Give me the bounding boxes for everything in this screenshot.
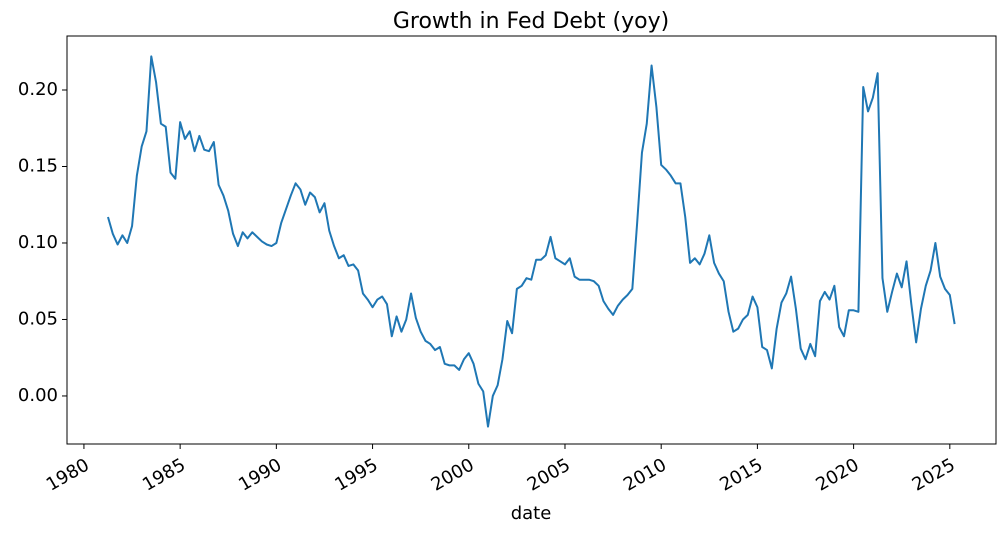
chart-title: Growth in Fed Debt (yoy) xyxy=(393,9,669,34)
y-tick-label: 0.20 xyxy=(18,79,58,100)
y-tick-label: 0.00 xyxy=(18,385,58,406)
x-tick-label: 2005 xyxy=(524,454,574,495)
x-tick-label: 2025 xyxy=(909,454,959,495)
x-tick-label: 2000 xyxy=(428,454,478,495)
y-tick-label: 0.05 xyxy=(18,308,58,329)
y-tick-label: 0.15 xyxy=(18,155,58,176)
x-tick-label: 1980 xyxy=(43,454,93,495)
plot-frame xyxy=(66,35,997,445)
x-tick-label: 1990 xyxy=(235,454,285,495)
x-tick-label: 2010 xyxy=(620,454,670,495)
x-tick-label: 2020 xyxy=(812,454,862,495)
x-tick-label: 2015 xyxy=(716,454,766,495)
x-tick-label: 1995 xyxy=(331,454,381,495)
x-axis-label: date xyxy=(511,503,552,524)
data-line xyxy=(107,55,956,428)
x-tick-label: 1985 xyxy=(139,454,189,495)
y-tick-label: 0.10 xyxy=(18,232,58,253)
